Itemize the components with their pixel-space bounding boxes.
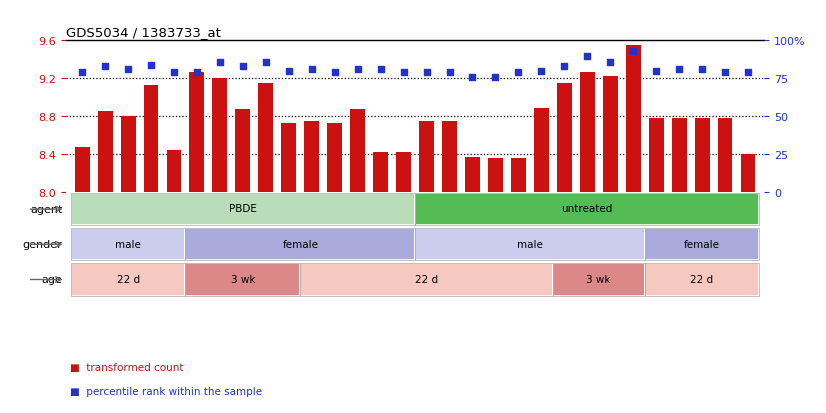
Text: 3 wk: 3 wk bbox=[586, 274, 611, 284]
Bar bbox=[71, 228, 186, 261]
Bar bbox=[644, 263, 759, 296]
Text: 22 d: 22 d bbox=[415, 274, 438, 284]
Bar bbox=[186, 228, 415, 261]
Text: untreated: untreated bbox=[562, 204, 613, 214]
Point bbox=[282, 68, 296, 75]
Bar bbox=[644, 228, 759, 261]
Point bbox=[558, 64, 571, 70]
Point bbox=[742, 70, 755, 76]
Text: 22 d: 22 d bbox=[691, 274, 714, 284]
Bar bbox=[396, 152, 411, 192]
Bar bbox=[553, 263, 644, 296]
Bar bbox=[121, 116, 135, 192]
Point bbox=[443, 70, 456, 76]
Bar bbox=[186, 263, 301, 296]
Bar bbox=[71, 263, 186, 296]
Bar bbox=[580, 72, 595, 192]
Text: female: female bbox=[684, 239, 720, 249]
Bar bbox=[235, 110, 250, 192]
Bar bbox=[553, 263, 644, 296]
Bar bbox=[144, 85, 159, 192]
Bar bbox=[415, 228, 644, 261]
Bar bbox=[603, 77, 618, 192]
Bar bbox=[511, 159, 526, 192]
Bar bbox=[465, 157, 480, 192]
Text: 22 d: 22 d bbox=[116, 274, 140, 284]
Point bbox=[98, 64, 112, 70]
Point bbox=[236, 64, 249, 70]
Point bbox=[466, 74, 479, 81]
Point bbox=[190, 70, 203, 76]
Point bbox=[121, 66, 135, 73]
Point bbox=[145, 62, 158, 69]
Point bbox=[305, 66, 318, 73]
Point bbox=[719, 70, 732, 76]
Bar bbox=[644, 228, 759, 261]
Point bbox=[351, 66, 364, 73]
Bar bbox=[301, 263, 553, 296]
Bar bbox=[557, 84, 572, 192]
Bar bbox=[167, 151, 182, 192]
Point bbox=[695, 66, 709, 73]
Bar bbox=[71, 263, 186, 296]
Bar bbox=[672, 119, 686, 192]
Text: male: male bbox=[517, 239, 543, 249]
Point bbox=[328, 70, 341, 76]
Point bbox=[489, 74, 502, 81]
Text: age: age bbox=[42, 275, 63, 285]
Bar bbox=[71, 193, 415, 226]
Bar bbox=[626, 46, 641, 192]
Point bbox=[213, 59, 226, 66]
Text: 3 wk: 3 wk bbox=[230, 274, 255, 284]
Bar bbox=[415, 228, 644, 261]
Point bbox=[374, 66, 387, 73]
Bar bbox=[97, 112, 112, 192]
Bar bbox=[259, 84, 273, 192]
Point bbox=[397, 70, 411, 76]
Bar bbox=[488, 159, 503, 192]
Point bbox=[168, 70, 181, 76]
Point bbox=[259, 59, 273, 66]
Text: male: male bbox=[115, 239, 141, 249]
Bar bbox=[327, 123, 342, 192]
Bar bbox=[301, 263, 553, 296]
Text: female: female bbox=[282, 239, 318, 249]
Bar bbox=[212, 79, 227, 192]
Point bbox=[604, 59, 617, 66]
Text: GDS5034 / 1383733_at: GDS5034 / 1383733_at bbox=[66, 26, 221, 39]
Point bbox=[420, 70, 433, 76]
Bar bbox=[282, 123, 297, 192]
Point bbox=[627, 49, 640, 55]
Bar bbox=[419, 121, 434, 192]
Text: gender: gender bbox=[23, 240, 63, 250]
Bar bbox=[415, 193, 759, 226]
Point bbox=[75, 70, 88, 76]
Bar bbox=[71, 228, 186, 261]
Bar bbox=[350, 110, 365, 192]
Bar bbox=[304, 121, 319, 192]
Point bbox=[512, 70, 525, 76]
Point bbox=[534, 68, 548, 75]
Bar bbox=[186, 228, 415, 261]
Point bbox=[581, 53, 594, 60]
Text: ■  transformed count: ■ transformed count bbox=[70, 362, 183, 372]
Text: ■  percentile rank within the sample: ■ percentile rank within the sample bbox=[70, 387, 263, 396]
Bar bbox=[644, 263, 759, 296]
Bar bbox=[189, 72, 204, 192]
Bar bbox=[718, 119, 733, 192]
Bar bbox=[534, 109, 548, 192]
Bar bbox=[695, 119, 710, 192]
Bar bbox=[186, 263, 301, 296]
Bar bbox=[442, 121, 457, 192]
Bar bbox=[415, 193, 759, 226]
Bar bbox=[373, 152, 388, 192]
Point bbox=[672, 66, 686, 73]
Bar bbox=[71, 193, 415, 226]
Point bbox=[649, 68, 662, 75]
Bar bbox=[74, 148, 89, 192]
Text: agent: agent bbox=[31, 204, 63, 215]
Bar bbox=[648, 119, 663, 192]
Text: PBDE: PBDE bbox=[229, 204, 257, 214]
Bar bbox=[741, 154, 756, 192]
